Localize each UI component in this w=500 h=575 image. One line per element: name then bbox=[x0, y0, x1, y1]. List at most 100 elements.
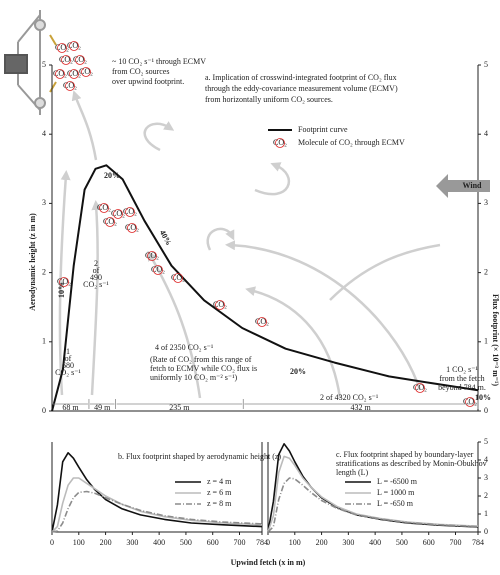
x-tick-label: 784 bbox=[256, 538, 268, 547]
molecule-icon bbox=[69, 41, 79, 51]
molecule-icon bbox=[61, 55, 71, 65]
annotation-text: 1 CO₂ s⁻¹ bbox=[446, 365, 478, 374]
annotation-text: 20% bbox=[290, 367, 306, 376]
molecule-icon bbox=[275, 138, 285, 148]
legend-label: L = 1000 m bbox=[377, 488, 415, 497]
y-tick-label: 4 bbox=[484, 455, 488, 464]
sensor-illustration bbox=[4, 10, 57, 115]
annotation-text: CO₂ s⁻¹ bbox=[83, 280, 109, 289]
x-tick-label: 700 bbox=[234, 538, 246, 547]
annotation-text: 4 of 2350 CO₂ s⁻¹ bbox=[155, 343, 214, 352]
footprint-line bbox=[267, 477, 479, 533]
molecule-label: CO₂ bbox=[67, 41, 81, 50]
y-tick-label: 5 bbox=[484, 437, 488, 446]
x-tick-label: 784 bbox=[472, 538, 484, 547]
annotation-text: of bbox=[93, 266, 100, 275]
molecule-label: CO₂ bbox=[111, 209, 125, 218]
annotation-text: length (L) bbox=[336, 468, 369, 477]
x-tick-label: 200 bbox=[316, 538, 328, 547]
y-tick-label: 4 bbox=[42, 129, 46, 138]
y-tick-label: 2 bbox=[42, 267, 46, 276]
annotation-text: fetch to ECMV while CO₂ flux is bbox=[150, 364, 257, 373]
molecule-label: CO₂ bbox=[255, 317, 269, 326]
legend-label: Footprint curve bbox=[298, 125, 348, 134]
y2-tick-label: 3 bbox=[484, 198, 488, 207]
molecule-label: CO₂ bbox=[213, 300, 227, 309]
annotation-text: (Rate of CO₂ from this range of bbox=[150, 355, 252, 364]
wind-label: Wind bbox=[463, 181, 483, 190]
segment-label: 49 m bbox=[94, 403, 111, 412]
annotation-text: 10% bbox=[475, 393, 491, 402]
annotation-text: 680 bbox=[62, 361, 74, 370]
segment-label: 235 m bbox=[169, 403, 190, 412]
annotation-text: c. Flux footprint shaped by boundary-lay… bbox=[336, 450, 474, 459]
x-tick-label: 0 bbox=[266, 538, 270, 547]
molecule-icon bbox=[69, 69, 79, 79]
molecule-label: CO₂ bbox=[73, 55, 87, 64]
molecule-label: CO₂ bbox=[97, 203, 111, 212]
legend-label: z = 8 m bbox=[207, 499, 232, 508]
molecule-icon bbox=[127, 223, 137, 233]
legend-label: Molecule of CO₂ through ECMV bbox=[298, 138, 405, 147]
annotation-text: b. Flux footprint shaped by aerodynamic … bbox=[118, 452, 281, 461]
molecule-icon bbox=[75, 55, 85, 65]
molecule-icon bbox=[57, 43, 67, 53]
legend-label: z = 6 m bbox=[207, 488, 232, 497]
y-tick-label: 0 bbox=[484, 527, 488, 536]
molecule-icon bbox=[153, 265, 163, 275]
x-tick-label: 300 bbox=[342, 538, 354, 547]
annotation-text: from the fetch bbox=[439, 374, 484, 383]
y2-tick-label: 5 bbox=[484, 60, 488, 69]
molecule-label: CO₂ bbox=[53, 69, 67, 78]
molecule-icon bbox=[415, 383, 425, 393]
molecule-label: CO₂ bbox=[151, 265, 165, 274]
annotation-text: from CO₂ sources bbox=[112, 67, 169, 76]
molecule-icon bbox=[173, 273, 183, 283]
molecule-label: CO₂ bbox=[103, 217, 117, 226]
y-tick-label: 1 bbox=[484, 509, 488, 518]
molecule-label: CO₂ bbox=[171, 273, 185, 282]
y2-tick-label: 1 bbox=[484, 337, 488, 346]
legend-label: L = -650 m bbox=[377, 499, 414, 508]
y-tick-label: 1 bbox=[42, 337, 46, 346]
x-tick-label: 500 bbox=[180, 538, 192, 547]
molecule-icon bbox=[125, 207, 135, 217]
molecule-label: CO₂ bbox=[59, 55, 73, 64]
annotation-text: 2 of 4320 CO₂ s⁻¹ bbox=[320, 393, 379, 402]
annotation-text: 490 bbox=[90, 273, 102, 282]
molecule-label: CO₂ bbox=[63, 81, 77, 90]
y2-tick-label: 2 bbox=[484, 267, 488, 276]
x-axis-title: Upwind fetch (x in m) bbox=[231, 558, 306, 567]
x-tick-label: 500 bbox=[396, 538, 408, 547]
molecule-icon bbox=[65, 81, 75, 91]
x-tick-label: 0 bbox=[50, 538, 54, 547]
footprint-line bbox=[51, 164, 479, 412]
molecule-label: CO₂ bbox=[125, 223, 139, 232]
annotation-text: CO₂ s⁻¹ bbox=[55, 368, 81, 377]
annotation-text: ~ 10 CO₂ s⁻¹ through ECMV bbox=[112, 57, 206, 66]
y-tick-label: 3 bbox=[42, 198, 46, 207]
molecule-icon bbox=[105, 217, 115, 227]
legend-label: z = 4 m bbox=[207, 477, 232, 486]
legend-molecule: CO₂ bbox=[273, 138, 287, 147]
molecule-icon bbox=[55, 69, 65, 79]
y-axis-title: Aerodynamic height (z in m) bbox=[28, 213, 37, 311]
molecule-icon bbox=[465, 397, 475, 407]
y-tick-label: 2 bbox=[484, 491, 488, 500]
y-tick-label: 3 bbox=[484, 473, 488, 482]
molecule-icon bbox=[113, 209, 123, 219]
molecule-label: CO₂ bbox=[79, 67, 93, 76]
footprint-line bbox=[51, 490, 263, 533]
molecule-label: CO₂ bbox=[413, 383, 427, 392]
wind-arrow bbox=[436, 174, 490, 198]
footprint-line bbox=[51, 477, 263, 533]
y-tick-label: 5 bbox=[42, 60, 46, 69]
annotation-text: 2 bbox=[94, 259, 98, 268]
annotation-text: over upwind footprint. bbox=[112, 77, 184, 86]
x-tick-label: 400 bbox=[153, 538, 165, 547]
molecule-icon bbox=[147, 251, 157, 261]
y2-tick-label: 0 bbox=[484, 406, 488, 415]
annotation-text: from horizontally uniform CO₂ sources. bbox=[205, 95, 333, 104]
x-tick-label: 300 bbox=[126, 538, 138, 547]
